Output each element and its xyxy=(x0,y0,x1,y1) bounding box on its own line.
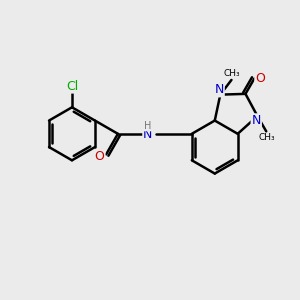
Text: CH₃: CH₃ xyxy=(259,134,275,142)
Text: O: O xyxy=(255,72,265,85)
Text: CH₃: CH₃ xyxy=(224,69,240,78)
Text: N: N xyxy=(214,83,224,96)
Text: H: H xyxy=(144,121,152,130)
Text: O: O xyxy=(95,150,105,163)
Text: N: N xyxy=(143,128,153,141)
Text: N: N xyxy=(252,114,261,127)
Text: Cl: Cl xyxy=(66,80,78,93)
